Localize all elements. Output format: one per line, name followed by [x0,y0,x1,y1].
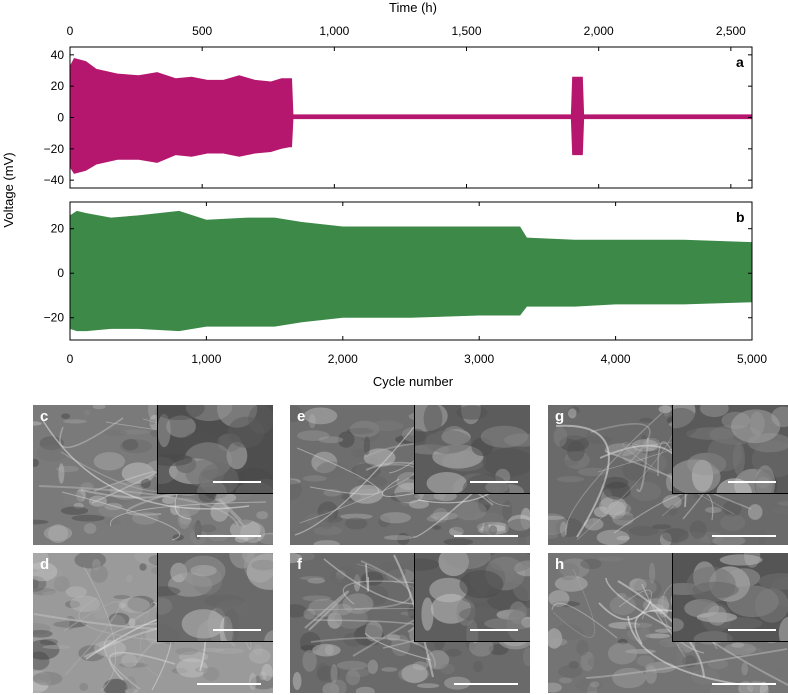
inset-scale-bar [470,481,518,484]
inset-scale-bar [213,481,261,484]
bottom-axis-tick-label: 0 [67,352,74,366]
sem-inset-texture [414,553,530,642]
top-axis-tick-label: 2,500 [716,24,746,38]
bottom-axis-tick-label: 4,000 [601,352,631,366]
sem-inset-c [156,405,273,495]
sem-image-f: f [290,553,530,693]
panel-b-y-tick-label: −20 [44,311,65,325]
sem-image-h: h [548,553,788,693]
top-axis-tick-label: 2,000 [584,24,614,38]
panel-a-y-tick-label: −20 [44,142,65,156]
top-axis-tick-label: 500 [192,24,212,38]
sem-inset-e [413,405,530,495]
scale-bar [197,535,261,537]
panel-b-label: b [736,209,745,225]
bottom-axis-label: Cycle number [373,374,454,389]
panel-b-y-tick-label: 20 [51,222,65,236]
sem-inset-h [671,553,788,643]
scale-bar [197,683,261,685]
sem-inset-g [671,405,788,495]
sem-inset-texture [672,553,788,642]
bottom-axis-tick-label: 2,000 [328,352,358,366]
sem-panel-label: c [40,408,49,425]
inset-scale-bar [470,629,518,632]
panel-a-y-tick-label: −40 [44,173,65,187]
top-axis-tick-label: 1,500 [451,24,481,38]
sem-inset-texture [672,405,788,494]
panel-b-y-tick-label: 0 [57,266,64,280]
sem-inset-d [156,553,273,643]
sem-panel-label: f [297,556,302,573]
sem-panel-label: e [297,408,306,425]
inset-scale-bar [728,629,776,632]
sem-panel-label: g [555,408,565,425]
sem-panel-label: h [555,556,565,573]
sem-image-g: g [548,405,788,545]
bottom-axis-tick-label: 5,000 [737,352,767,366]
panel-a-voltage-envelope [70,58,752,174]
panel-b-frame [69,201,753,341]
panel-a-y-tick-label: 0 [57,111,64,125]
inset-scale-bar [213,629,261,632]
panel-a-label: a [736,54,744,70]
voltage-charts: Time (h) Cycle number Voltage (mV) 40 20 0… [1,0,767,389]
panel-b-chart: 20 0 −20 b [44,201,753,341]
panel-a-chart: 40 20 0 −20 −40 a [44,46,753,189]
bottom-axis-tick-label: 1,000 [191,352,221,366]
sem-inset-texture [157,405,273,494]
y-axis-label: Voltage (mV) [1,152,16,227]
panel-a-y-tick-label: 40 [51,48,65,62]
scale-bar [712,683,776,685]
sem-image-e: e [290,405,530,545]
panel-b-voltage-envelope [70,210,752,332]
top-axis-tick-label: 1,000 [319,24,349,38]
inset-scale-bar [728,481,776,484]
top-axis-tick-label: 0 [67,24,74,38]
bottom-axis-tick-label: 3,000 [464,352,494,366]
sem-inset-f [413,553,530,643]
sem-image-c: c [33,405,273,545]
top-axis-label: Time (h) [389,0,437,15]
scale-bar [454,683,518,685]
scale-bar [454,535,518,537]
scale-bar [712,535,776,537]
sem-panel-label: d [40,556,50,573]
sem-image-d: d [33,553,273,693]
panel-a-y-tick-label: 20 [51,79,65,93]
sem-inset-texture [414,405,530,494]
